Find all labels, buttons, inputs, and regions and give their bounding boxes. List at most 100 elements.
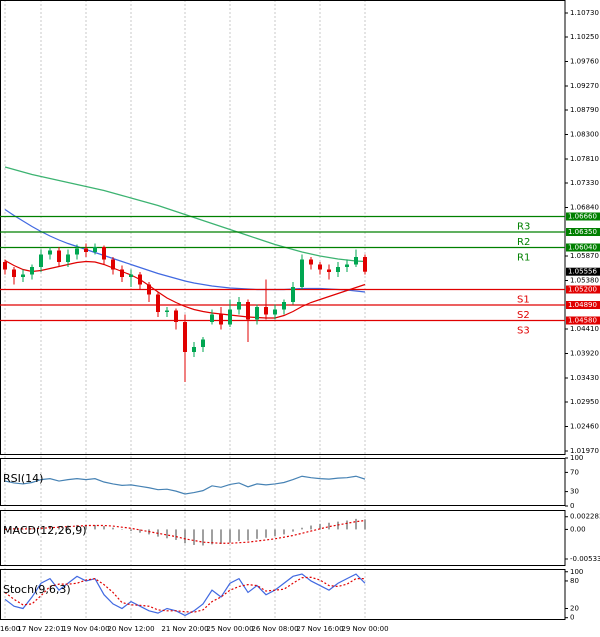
candle-body [93, 247, 97, 252]
histogram-bar [103, 526, 105, 530]
candle-body [363, 257, 367, 272]
histogram-bar [328, 522, 330, 530]
histogram-bar [31, 528, 33, 530]
y-tick-label: 1.07810 [570, 155, 599, 163]
candle-body [219, 314, 223, 325]
histogram-bar [265, 529, 267, 538]
candle-body [273, 309, 277, 315]
histogram-bar [346, 520, 348, 530]
current-price-box [566, 267, 600, 276]
histogram-bar [121, 529, 123, 530]
histogram-bar [76, 524, 78, 530]
candle-body [102, 247, 106, 260]
histogram-bar [292, 529, 294, 532]
histogram-bar [175, 529, 177, 540]
pivot-price-label: 1.04580 [568, 317, 597, 325]
candle-body [147, 284, 151, 295]
candle-body [174, 310, 178, 322]
y-tick-label: 1.10250 [570, 33, 599, 41]
y-tick-label: 70 [570, 468, 579, 476]
pivot-price-label: 1.04890 [568, 301, 597, 309]
candle-body [66, 254, 70, 262]
panel-title: RSI(14) [3, 472, 43, 485]
y-tick-label: 0.002283 [570, 513, 600, 521]
pivot-price-box [566, 285, 600, 294]
y-tick-label: 1.01970 [570, 447, 599, 455]
series-line [4, 519, 366, 544]
histogram-bar [193, 529, 195, 545]
candle-body [156, 294, 160, 312]
candle-body [111, 259, 115, 270]
y-tick-label: 1.06840 [570, 204, 599, 212]
y-tick-label: 100 [570, 568, 583, 576]
histogram-bar [220, 529, 222, 544]
candle-body [309, 259, 313, 265]
candle-body [57, 250, 61, 262]
y-tick-label: 1.08790 [570, 106, 599, 114]
pivot-name: R2 [517, 237, 530, 248]
y-tick-label: 1.07330 [570, 179, 599, 187]
histogram-bar [238, 529, 240, 542]
y-tick-label: 1.10730 [570, 9, 599, 17]
y-tick-label: 1.04410 [570, 325, 599, 333]
candle-body [237, 302, 241, 310]
x-tick-label: 29 Nov 00:00 [341, 625, 388, 633]
x-tick-label: 21 Nov 20:00 [161, 625, 208, 633]
x-tick-label: 17 Nov 22:01 [17, 625, 64, 633]
y-tick-label: 1.02460 [570, 423, 599, 431]
candle-body [3, 262, 7, 270]
x-tick-label: 20 Nov 12:00 [107, 625, 154, 633]
series-line [4, 209, 366, 293]
histogram-bar [67, 525, 69, 530]
histogram-bar [310, 525, 312, 530]
candle-body [192, 347, 196, 352]
y-tick-label: -0.005335 [570, 555, 600, 563]
y-tick-label: 30 [570, 488, 579, 496]
candle-body [48, 250, 52, 255]
y-tick-label: 20 [570, 605, 579, 613]
candle-body [318, 264, 322, 270]
y-tick-label: 1.03430 [570, 374, 599, 382]
y-tick-label: 1.09760 [570, 58, 599, 66]
candle-body [165, 310, 169, 312]
panel-frame [0, 458, 566, 506]
pivot-price-box [566, 228, 600, 236]
histogram-bar [4, 527, 6, 530]
y-tick-label: 100 [570, 454, 583, 462]
histogram-bar [355, 518, 357, 530]
pivot-name: S1 [517, 295, 530, 306]
candle-body [39, 254, 43, 267]
panel-frame [0, 510, 566, 566]
candle-body [327, 269, 331, 272]
candle-body [201, 339, 205, 347]
candle-body [345, 264, 349, 267]
histogram-bar [112, 527, 114, 530]
series-line [4, 166, 366, 263]
candle-body [30, 267, 34, 275]
pivot-price-label: 1.06350 [568, 228, 597, 236]
histogram-bar [58, 526, 60, 530]
pivot-name: R3 [517, 222, 530, 233]
series-line [4, 573, 366, 617]
pivot-price-box [566, 301, 600, 309]
panel-title: MACD(12,26,9) [3, 524, 87, 537]
candle-body [120, 269, 124, 277]
candle-body [336, 267, 340, 272]
candle-body [228, 309, 232, 325]
pivot-price-label: 1.06660 [568, 213, 597, 221]
candle-body [84, 248, 88, 252]
pivot-name: S2 [517, 310, 530, 321]
candle-body [75, 248, 79, 255]
histogram-bar [184, 529, 186, 544]
x-tick-label: 27 Nov 16:00 [296, 625, 343, 633]
candle-body [21, 274, 25, 277]
histogram-bar [85, 524, 87, 530]
histogram-bar [139, 529, 141, 533]
series-line [4, 475, 366, 495]
panel-frame [0, 569, 566, 620]
pivot-name: R1 [517, 253, 530, 264]
y-tick-label: 1.02950 [570, 398, 599, 406]
panel-frame [0, 0, 566, 455]
candle-body [210, 314, 214, 322]
